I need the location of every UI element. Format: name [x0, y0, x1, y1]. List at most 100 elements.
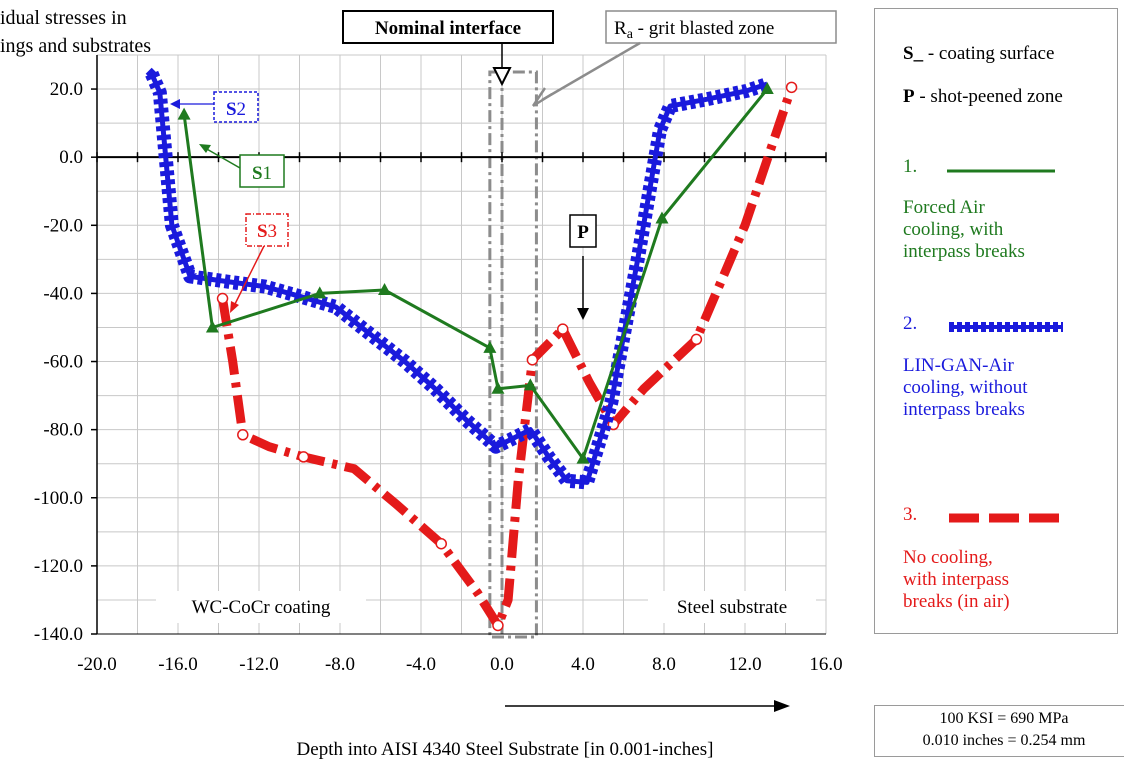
- coating-region-annotation: WC-CoCr coating: [156, 591, 366, 623]
- x-tick-label: -20.0: [77, 654, 117, 675]
- y-tick-label: -20.0: [43, 215, 83, 236]
- x-tick-label: 12.0: [728, 654, 761, 675]
- series-line: [218, 85, 796, 630]
- y-tick-label: -140.0: [34, 624, 83, 645]
- y-tick-label: 20.0: [50, 79, 83, 100]
- x-tick-label: -8.0: [325, 654, 355, 675]
- legend-surface-symbol: S_: [903, 43, 924, 64]
- legend-item1-line-1: Forced Air: [903, 197, 985, 218]
- legend-surface-text: - coating surface: [923, 43, 1055, 64]
- legend-item1-number: 1.: [903, 156, 918, 177]
- legend: S_ - coating surface P - shot-peened zon…: [874, 8, 1118, 634]
- data-point-marker: [492, 619, 504, 632]
- legend-item3-line-3: breaks (in air): [903, 591, 1010, 612]
- data-point-marker: [237, 429, 249, 441]
- data-point-marker: [655, 211, 669, 224]
- data-point-marker: [557, 323, 569, 335]
- substrate-region-annotation: Steel substrate: [648, 591, 816, 623]
- data-point-marker: [177, 107, 191, 120]
- p-arrow: [577, 308, 589, 320]
- y-tick-label: -120.0: [34, 556, 83, 577]
- s3-label: S3: [257, 221, 277, 242]
- data-point-marker: [483, 340, 497, 353]
- s3-annotation: S3: [230, 213, 289, 313]
- x-axis-title: Depth into AISI 4340 Steel Substrate [in…: [297, 739, 714, 760]
- x-tick-label: 8.0: [652, 654, 676, 675]
- y-tick-label: -60.0: [43, 352, 83, 373]
- chart-title-line-2: ings and substrates: [0, 35, 151, 57]
- data-point-marker: [145, 67, 158, 80]
- series-3: [216, 81, 798, 632]
- s2-label: S2: [226, 99, 246, 120]
- data-point-marker: [690, 333, 703, 346]
- data-point-marker: [526, 354, 539, 366]
- coating-region-label: WC-CoCr coating: [192, 597, 331, 618]
- legend-item3-swatch: [949, 513, 1063, 523]
- y-tick-label: -40.0: [43, 283, 83, 304]
- legend-item2-line-3: interpass breaks: [903, 399, 1025, 420]
- conversion-depth: 0.010 inches = 0.254 mm: [922, 732, 1086, 749]
- data-point-marker: [576, 451, 590, 464]
- x-tick-label: 4.0: [571, 654, 595, 675]
- series-line: [149, 72, 769, 485]
- data-point-marker: [313, 286, 327, 299]
- grit-blasted-zone-annotation: Ra - grit blasted zone: [531, 10, 837, 108]
- legend-item1-line-3: interpass breaks: [903, 241, 1025, 262]
- legend-item2-number: 2.: [903, 313, 918, 334]
- legend-surface-key: S_ - coating surface: [903, 43, 1054, 65]
- x-tick-label: -16.0: [158, 654, 198, 675]
- series-2: [145, 67, 770, 490]
- y-tick-label: 0.0: [59, 147, 83, 168]
- p-label: P: [577, 222, 589, 243]
- p-annotation: P: [569, 214, 597, 320]
- legend-item3-line-1: No cooling,: [903, 547, 993, 568]
- s2-arrow: [170, 99, 180, 109]
- data-point-marker: [785, 81, 798, 94]
- x-tick-label: 16.0: [809, 654, 842, 675]
- data-point-marker: [297, 451, 310, 463]
- s1-arrow: [199, 144, 211, 153]
- data-point-marker: [378, 283, 392, 296]
- legend-item2-line-1: LIN-GAN-Air: [903, 355, 1014, 376]
- unit-conversion-box: 100 KSI = 690 MPa 0.010 inches = 0.254 m…: [874, 705, 1124, 757]
- legend-item3-number: 3.: [903, 504, 918, 525]
- data-point-marker: [435, 537, 447, 550]
- legend-item2-line-2: cooling, without: [903, 377, 1028, 398]
- chart-title-line-1: idual stresses in: [0, 7, 127, 29]
- s2-annotation: S2: [170, 91, 259, 123]
- legend-item2-text: LIN-GAN-Air cooling, without interpass b…: [903, 355, 1113, 421]
- legend-peened-symbol: P: [903, 86, 915, 107]
- s1-label: S1: [252, 163, 272, 184]
- y-tick-label: -80.0: [43, 420, 83, 441]
- s1-annotation: S1: [199, 144, 285, 188]
- legend-peened-key: P - shot-peened zone: [903, 86, 1063, 108]
- axes: [91, 55, 827, 635]
- y-tick-label: -100.0: [34, 488, 83, 509]
- grid: [96, 54, 827, 635]
- data-point-marker: [216, 292, 229, 305]
- legend-item3-text: No cooling, with interpass breaks (in ai…: [903, 547, 1113, 613]
- substrate-region-label: Steel substrate: [677, 597, 787, 618]
- legend-item1-swatch: [947, 169, 1055, 173]
- grit-blasted-zone-label: Ra - grit blasted zone: [614, 18, 774, 42]
- legend-item1-line-2: cooling, with: [903, 219, 1004, 240]
- nominal-interface-annotation: Nominal interface: [342, 10, 554, 87]
- tick-labels: -20.0 -16.0 -12.0 -8.0 -4.0 0.0 4.0 8.0 12.0 16.0…: [34, 79, 843, 675]
- x-tick-label: -4.0: [406, 654, 436, 675]
- legend-item1-text: Forced Air cooling, with interpass break…: [903, 197, 1113, 272]
- grit-blasted-zone-arrow: [531, 87, 553, 108]
- legend-peened-text: - shot-peened zone: [914, 86, 1063, 107]
- x-tick-label: 0.0: [490, 654, 514, 675]
- data-point-marker: [523, 378, 537, 391]
- data-point-marker: [205, 320, 219, 333]
- conversion-stress: 100 KSI = 690 MPa: [939, 710, 1069, 727]
- series-line: [182, 88, 769, 461]
- data-point-marker: [760, 82, 774, 95]
- series-1: [177, 82, 774, 464]
- nominal-interface-label: Nominal interface: [375, 18, 521, 39]
- data-point-marker: [491, 381, 505, 394]
- nominal-interface-arrow: [492, 67, 512, 87]
- depth-arrow-head: [774, 700, 790, 712]
- legend-item2-swatch: [949, 322, 1063, 332]
